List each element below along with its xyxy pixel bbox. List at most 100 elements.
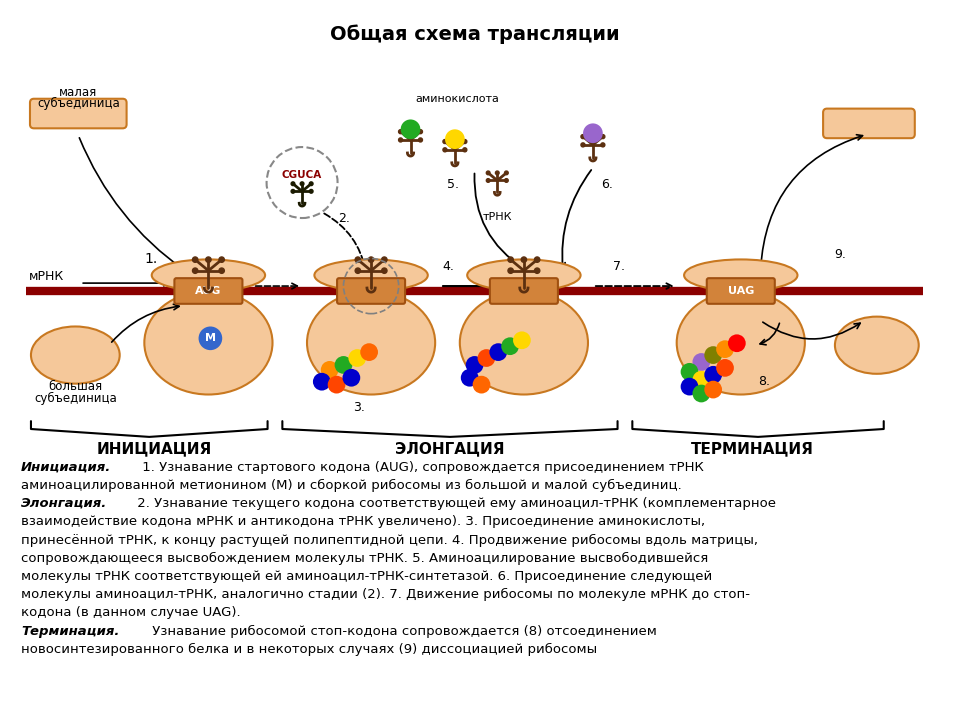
- Circle shape: [193, 268, 198, 274]
- Text: 5.: 5.: [447, 178, 459, 191]
- Text: ИНИЦИАЦИЯ: ИНИЦИАЦИЯ: [97, 441, 212, 456]
- Circle shape: [692, 353, 710, 371]
- Circle shape: [355, 257, 361, 262]
- Circle shape: [583, 123, 603, 143]
- Circle shape: [453, 140, 457, 143]
- Circle shape: [487, 179, 490, 182]
- FancyBboxPatch shape: [337, 278, 405, 304]
- Circle shape: [535, 257, 540, 262]
- Circle shape: [472, 376, 491, 394]
- Circle shape: [335, 356, 352, 374]
- FancyBboxPatch shape: [823, 109, 915, 138]
- Ellipse shape: [468, 259, 581, 291]
- Ellipse shape: [31, 326, 120, 384]
- Circle shape: [487, 171, 490, 175]
- Circle shape: [348, 349, 366, 367]
- Circle shape: [463, 148, 467, 152]
- Circle shape: [692, 371, 710, 389]
- Circle shape: [309, 182, 313, 186]
- Text: малая: малая: [60, 86, 97, 99]
- Circle shape: [398, 138, 402, 142]
- FancyBboxPatch shape: [707, 278, 775, 304]
- Text: 3.: 3.: [353, 402, 365, 415]
- Circle shape: [716, 341, 733, 358]
- Circle shape: [205, 257, 211, 262]
- Ellipse shape: [684, 259, 798, 291]
- Text: 8.: 8.: [758, 375, 771, 388]
- Text: аминокислота: аминокислота: [416, 94, 499, 104]
- Text: субъединица: субъединица: [34, 392, 117, 405]
- Circle shape: [445, 130, 465, 149]
- Text: Элонгация.: Элонгация.: [21, 497, 108, 510]
- Circle shape: [601, 143, 605, 147]
- Circle shape: [369, 257, 373, 262]
- Circle shape: [490, 343, 507, 361]
- Ellipse shape: [144, 291, 273, 395]
- Circle shape: [321, 361, 339, 379]
- Ellipse shape: [460, 291, 588, 395]
- Circle shape: [219, 268, 225, 274]
- Circle shape: [291, 182, 295, 186]
- Circle shape: [355, 268, 361, 274]
- Circle shape: [681, 363, 698, 381]
- Ellipse shape: [314, 259, 428, 291]
- Text: мРНК: мРНК: [29, 270, 64, 283]
- Circle shape: [409, 130, 413, 134]
- Circle shape: [461, 369, 478, 387]
- Text: аминоацилированной метионином (М) и сборкой рибосомы из большой и малой субъедин: аминоацилированной метионином (М) и сбор…: [21, 479, 682, 492]
- Circle shape: [601, 135, 605, 139]
- Circle shape: [382, 257, 387, 262]
- Text: взаимодействие кодона мРНК и антикодона тРНК увеличено). 3. Присоединение аминок: взаимодействие кодона мРНК и антикодона …: [21, 516, 706, 528]
- Ellipse shape: [677, 291, 804, 395]
- Text: молекулы тРНК соответствующей ей аминоацил-тРНК-синтетазой. 6. Присоединение сле: молекулы тРНК соответствующей ей аминоац…: [21, 570, 712, 583]
- Circle shape: [591, 135, 595, 139]
- Text: AUG: AUG: [195, 286, 222, 296]
- Text: Терминация.: Терминация.: [21, 625, 119, 638]
- Circle shape: [443, 140, 447, 143]
- Text: 1.: 1.: [144, 252, 157, 266]
- Circle shape: [505, 179, 508, 182]
- Text: CGUCA: CGUCA: [282, 170, 323, 180]
- Circle shape: [443, 148, 447, 152]
- Circle shape: [219, 257, 225, 262]
- Text: 2.: 2.: [339, 212, 350, 225]
- Text: сопровождающееся высвобождением молекулы тРНК. 5. Аминоацилирование высвободивше: сопровождающееся высвобождением молекулы…: [21, 552, 708, 564]
- Circle shape: [360, 343, 378, 361]
- Ellipse shape: [835, 317, 919, 374]
- Circle shape: [535, 268, 540, 274]
- Text: 1. Узнавание стартового кодона (AUG), сопровождается присоединением тРНК: 1. Узнавание стартового кодона (AUG), со…: [137, 461, 704, 474]
- Text: новосинтезированного белка и в некоторых случаях (9) диссоциацией рибосомы: новосинтезированного белка и в некоторых…: [21, 643, 597, 656]
- Circle shape: [495, 171, 499, 175]
- Circle shape: [419, 138, 422, 142]
- Text: кодона (в данном случае UAG).: кодона (в данном случае UAG).: [21, 606, 241, 619]
- Text: Общая схема трансляции: Общая схема трансляции: [330, 24, 619, 45]
- FancyBboxPatch shape: [490, 278, 558, 304]
- Circle shape: [398, 130, 402, 134]
- Circle shape: [193, 257, 198, 262]
- Circle shape: [343, 369, 360, 387]
- Circle shape: [705, 381, 722, 398]
- Circle shape: [382, 268, 387, 274]
- Circle shape: [716, 359, 733, 377]
- Text: 6.: 6.: [601, 178, 612, 191]
- Circle shape: [466, 356, 484, 374]
- Ellipse shape: [152, 259, 265, 291]
- Circle shape: [505, 171, 508, 175]
- Circle shape: [309, 189, 313, 193]
- Circle shape: [681, 378, 698, 395]
- Circle shape: [313, 373, 330, 390]
- Text: 2. Узнавание текущего кодона соответствующей ему аминоацил-тРНК (комплементарное: 2. Узнавание текущего кодона соответству…: [132, 497, 776, 510]
- Text: 7.: 7.: [612, 260, 625, 274]
- Circle shape: [705, 346, 722, 364]
- Circle shape: [508, 268, 514, 274]
- Circle shape: [581, 143, 585, 147]
- Text: Инициация.: Инициация.: [21, 461, 111, 474]
- Text: UAG: UAG: [728, 286, 754, 296]
- Ellipse shape: [307, 291, 435, 395]
- FancyBboxPatch shape: [30, 99, 127, 128]
- Circle shape: [581, 135, 585, 139]
- Text: 4.: 4.: [442, 260, 454, 274]
- Circle shape: [728, 334, 746, 352]
- FancyBboxPatch shape: [175, 278, 243, 304]
- Circle shape: [291, 189, 295, 193]
